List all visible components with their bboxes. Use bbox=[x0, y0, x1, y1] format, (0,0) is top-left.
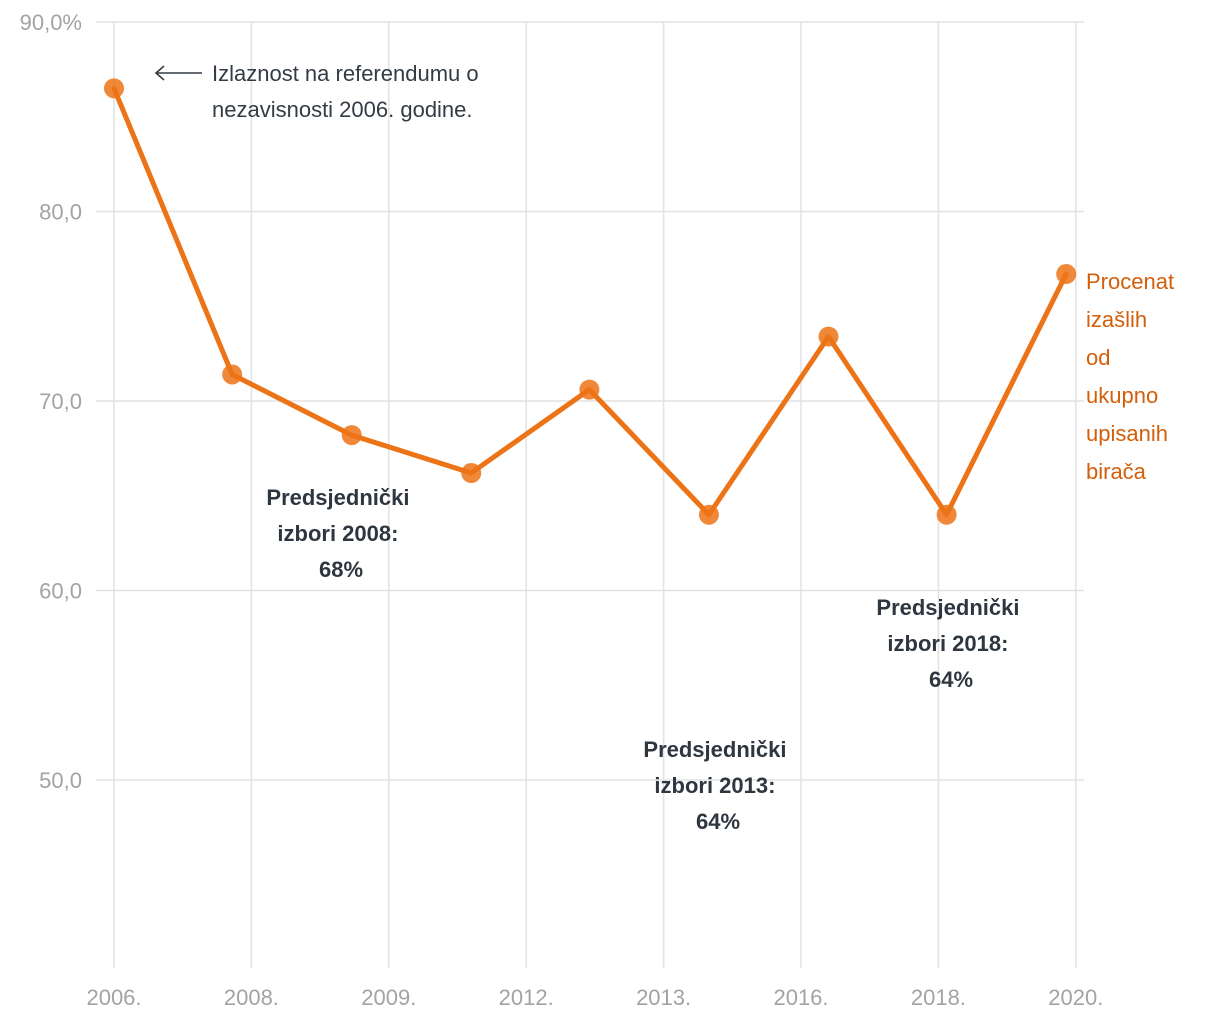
annotation-line: Predsjednički bbox=[266, 485, 409, 510]
data-point bbox=[579, 379, 600, 400]
y-tick-label: 50,0 bbox=[39, 768, 82, 793]
annotation-line: 64% bbox=[696, 809, 740, 834]
series-label-line: upisanih bbox=[1086, 421, 1168, 446]
series-label-line: ukupno bbox=[1086, 383, 1158, 408]
annotation-line: izbori 2013: bbox=[654, 773, 775, 798]
referendum-annotation-line: nezavisnosti 2006. godine. bbox=[212, 97, 473, 122]
series-layer bbox=[104, 78, 1077, 525]
grid-layer bbox=[96, 21, 1084, 968]
annotation-line: Predsjednički bbox=[876, 595, 1019, 620]
x-tick-label: 2012. bbox=[499, 985, 554, 1010]
data-point bbox=[936, 504, 957, 525]
axis-layer: 90,0% 80,0 70,0 60,0 50,0 2006. 2008. 2009. 2012… bbox=[20, 10, 1104, 1010]
data-point bbox=[698, 504, 719, 525]
y-tick-label: 90,0% bbox=[20, 10, 82, 35]
data-point bbox=[104, 78, 124, 99]
annotation-line: 64% bbox=[929, 667, 973, 692]
x-tick-label: 2009. bbox=[361, 985, 416, 1010]
referendum-annotation: Izlaznost na referendumu o nezavisnosti … bbox=[154, 61, 485, 122]
annotation-line: 68% bbox=[319, 557, 363, 582]
data-point bbox=[461, 463, 482, 484]
arrow-left-icon bbox=[154, 65, 202, 81]
pres-2008-annotation: Predsjednički izbori 2008: 68% bbox=[266, 485, 415, 582]
referendum-annotation-line: Izlaznost na referendumu o bbox=[212, 61, 479, 86]
series-label-line: izašlih bbox=[1086, 307, 1147, 332]
data-point bbox=[222, 364, 243, 385]
annotation-line: izbori 2018: bbox=[887, 631, 1008, 656]
series-line bbox=[111, 85, 1069, 518]
svg-text:Izlaznost na referendumu o: Izlaznost na referendumu o nezavisnosti … bbox=[212, 61, 485, 122]
y-tick-label: 80,0 bbox=[39, 200, 82, 225]
pres-2018-annotation: Predsjednički izbori 2018: 64% bbox=[876, 595, 1025, 692]
x-tick-label: 2013. bbox=[636, 985, 691, 1010]
annotation-line: izbori 2008: bbox=[277, 521, 398, 546]
series-label-line: Procenat bbox=[1086, 269, 1174, 294]
data-point bbox=[341, 425, 362, 446]
x-tick-label: 2016. bbox=[773, 985, 828, 1010]
x-tick-label: 2006. bbox=[86, 985, 141, 1010]
data-point bbox=[1056, 264, 1077, 285]
series-label-line: od bbox=[1086, 345, 1110, 370]
x-tick-label: 2020. bbox=[1048, 985, 1103, 1010]
series-label-line: birača bbox=[1086, 459, 1147, 484]
y-tick-label: 70,0 bbox=[39, 389, 82, 414]
y-tick-label: 60,0 bbox=[39, 579, 82, 604]
x-tick-label: 2008. bbox=[224, 985, 279, 1010]
data-point bbox=[818, 326, 839, 347]
pres-2013-annotation: Predsjednički izbori 2013: 64% bbox=[643, 737, 792, 834]
annotation-line: Predsjednički bbox=[643, 737, 786, 762]
x-tick-label: 2018. bbox=[911, 985, 966, 1010]
series-label: Procenat izašlih od ukupno upisanih bira… bbox=[1086, 269, 1180, 484]
